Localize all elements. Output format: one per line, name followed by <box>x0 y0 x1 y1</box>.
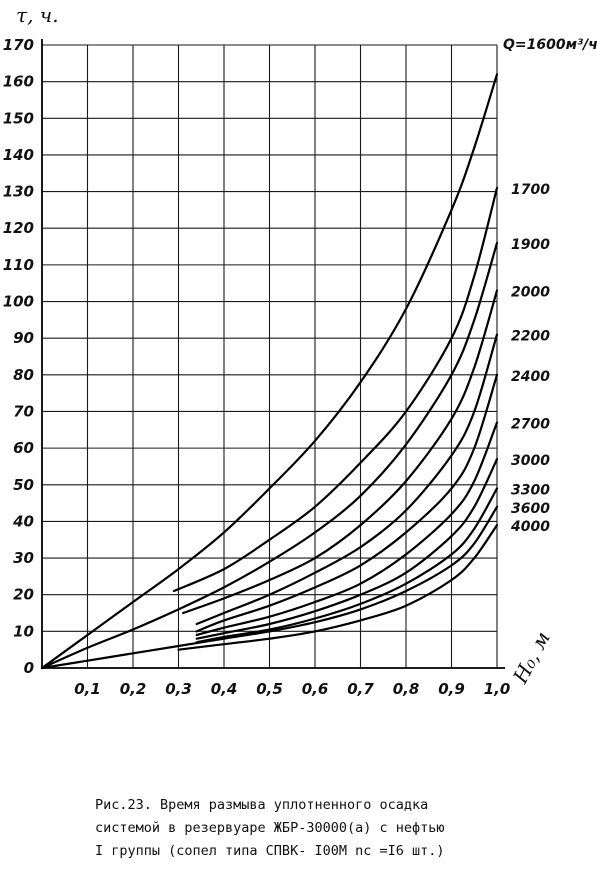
series-line <box>172 186 499 593</box>
y-tick-label: 0 <box>24 659 34 677</box>
x-tick-labels: 0,1 0,2 0,3 0,4 0,5 0,6 0,7 0,8 0,9 1,0 <box>74 680 510 698</box>
y-tick-label: 160 <box>3 73 34 91</box>
y-tick-label: 150 <box>3 109 34 127</box>
caption-line-2: системой в резервуаре ЖБР-30000(а) с неф… <box>95 820 445 836</box>
y-tick-labels: 0 10 20 30 40 50 60 70 80 90 100 110 120 130 140 150 160… <box>3 36 34 677</box>
series-label: 3600 <box>511 501 550 517</box>
y-tick-label: 140 <box>3 146 34 164</box>
figure-caption: Рис.23. Время размыва уплотненного осадк… <box>95 794 555 863</box>
y-tick-label: 170 <box>3 36 34 54</box>
series-line <box>40 241 499 670</box>
x-tick-label: 0,7 <box>347 680 374 698</box>
series-line <box>195 458 499 640</box>
y-tick-label: 60 <box>13 439 34 457</box>
series-line <box>195 333 499 626</box>
series-label: 1900 <box>511 237 550 253</box>
series-label: 2200 <box>511 329 550 345</box>
y-tick-label: 70 <box>13 402 34 420</box>
series-label: 4000 <box>510 519 550 535</box>
y-tick-label: 80 <box>13 366 34 384</box>
series-label: 3300 <box>511 482 550 498</box>
series-line <box>195 421 499 637</box>
caption-line-1: Рис.23. Время размыва уплотненного осадк… <box>95 797 429 813</box>
y-tick-label: 30 <box>13 549 34 567</box>
series-line <box>40 505 499 670</box>
series-line <box>177 524 499 651</box>
chart: 0 10 20 30 40 50 60 70 80 90 100 110 120 130 140 150 160… <box>3 3 597 698</box>
series-label: 3000 <box>511 453 550 469</box>
x-tick-label: 0,9 <box>438 680 465 698</box>
series-label: 1700 <box>511 182 550 198</box>
x-tick-label: 0,8 <box>393 680 420 698</box>
y-axis-label: τ, ч. <box>16 3 59 27</box>
chart-series <box>40 73 499 670</box>
chart-axes <box>41 39 505 669</box>
caption-line-3: I группы (сопел типа СПВК- I00М nс =I6 ш… <box>95 843 445 859</box>
y-tick-label: 120 <box>3 219 34 237</box>
series-label: 2400 <box>511 369 550 385</box>
series-line <box>182 289 499 615</box>
series-line <box>40 73 499 670</box>
x-tick-label: 1,0 <box>484 680 511 698</box>
series-label: Q=1600м³/ч <box>503 37 597 53</box>
x-tick-label: 0,6 <box>302 680 329 698</box>
x-axis-label: H₀, м <box>508 627 555 688</box>
y-tick-label: 20 <box>13 586 34 604</box>
x-tick-label: 0,3 <box>165 680 192 698</box>
y-tick-label: 90 <box>13 329 34 347</box>
series-label: 2000 <box>511 285 550 301</box>
y-tick-label: 50 <box>13 476 34 494</box>
series-label: 2700 <box>511 416 550 432</box>
x-tick-label: 0,5 <box>256 680 283 698</box>
series-line <box>195 373 499 633</box>
y-tick-label: 110 <box>3 256 34 274</box>
y-tick-label: 130 <box>3 183 34 201</box>
series-line <box>195 487 499 644</box>
x-tick-label: 0,1 <box>74 680 101 698</box>
x-tick-label: 0,2 <box>120 680 147 698</box>
y-tick-label: 10 <box>13 622 34 640</box>
y-tick-label: 100 <box>3 293 34 311</box>
x-tick-label: 0,4 <box>211 680 238 698</box>
series-labels: Q=1600м³/ч 1700 1900 2000 2200 2400 2700 3000 33… <box>503 37 597 535</box>
chart-grid <box>42 44 498 668</box>
y-tick-label: 40 <box>12 512 34 530</box>
